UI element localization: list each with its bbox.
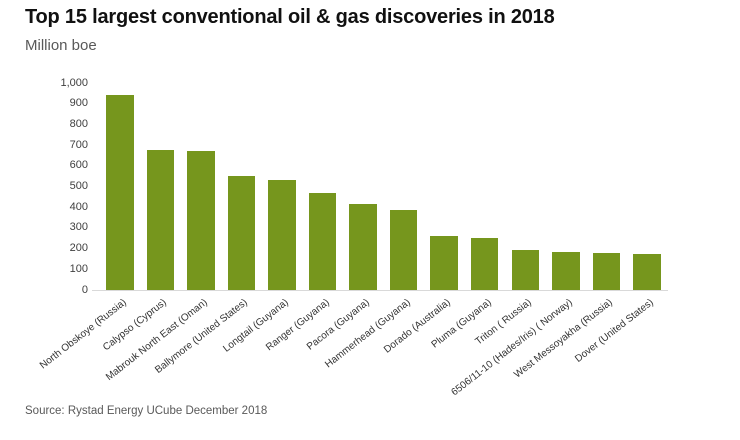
y-axis-unit-label: Million boe [25, 37, 97, 54]
y-tick-label: 500 [69, 180, 88, 192]
bar [389, 210, 418, 290]
bar [592, 252, 621, 290]
chart-title: Top 15 largest conventional oil & gas di… [25, 6, 555, 28]
y-tick-label: 700 [69, 138, 88, 151]
bar [308, 192, 337, 290]
y-tick-label: 1,000 [60, 76, 88, 89]
y-tick-label: 400 [69, 200, 88, 213]
bar [470, 238, 499, 290]
bar [552, 251, 580, 290]
bar [268, 180, 296, 290]
bar [430, 236, 458, 290]
bar [106, 95, 134, 290]
y-tick-label: 0 [81, 283, 88, 296]
y-tick-label: 900 [69, 97, 88, 110]
source-note: Source: Rystad Energy UCube December 201… [25, 405, 268, 417]
bar [633, 253, 661, 290]
y-tick-label: 300 [69, 221, 88, 234]
y-tick-label: 200 [69, 242, 88, 255]
x-category-label: West Messoyakha (Russia) [512, 297, 616, 381]
y-tick-label: 800 [69, 117, 88, 130]
y-tick-label: 100 [69, 262, 88, 275]
bar [146, 150, 175, 290]
bar [349, 204, 377, 290]
x-axis-line [92, 290, 668, 291]
y-tick-label: 600 [69, 159, 88, 172]
bar [227, 176, 256, 290]
bar [187, 151, 215, 290]
bar [511, 249, 539, 290]
